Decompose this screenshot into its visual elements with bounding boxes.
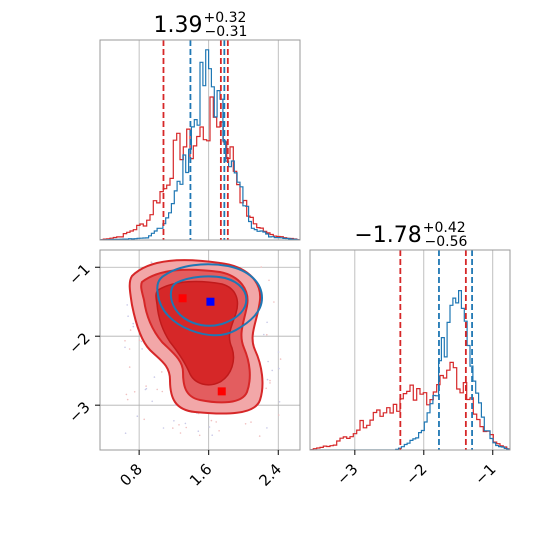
scatter-point bbox=[172, 427, 174, 429]
markers bbox=[178, 294, 226, 396]
scatter-point bbox=[263, 333, 265, 336]
scatter-point bbox=[125, 393, 128, 396]
panel-title: −1.78+0.42 −0.56 bbox=[354, 220, 467, 250]
scatter-point bbox=[173, 420, 175, 422]
scatter-point bbox=[143, 418, 145, 421]
histogram-blue bbox=[100, 49, 300, 240]
scatter-point bbox=[145, 385, 147, 387]
y-tick-label: −3 bbox=[65, 398, 93, 426]
scatter-point bbox=[127, 315, 129, 318]
scatter-point bbox=[198, 434, 201, 437]
y-axis-ticks: −1 −2 −3 bbox=[65, 260, 100, 426]
scatter-point bbox=[197, 430, 200, 433]
x-axis-ticks: 0.8 1.6 2.4 bbox=[116, 450, 285, 490]
scatter-point bbox=[278, 401, 281, 403]
x-tick-label: −2 bbox=[402, 460, 430, 488]
scatter-point bbox=[271, 369, 274, 372]
scatter-point bbox=[141, 348, 143, 350]
scatter-point bbox=[185, 426, 187, 429]
scatter-point bbox=[156, 388, 158, 391]
x-tick-label: 0.8 bbox=[116, 460, 146, 490]
scatter-point bbox=[174, 404, 176, 406]
scatter-point bbox=[277, 414, 280, 416]
panel-bottom-right: −3 −2 −1 −1.78+0.42 −0.56 bbox=[309, 220, 511, 488]
panel-frame bbox=[309, 249, 511, 451]
scatter-point bbox=[268, 279, 270, 282]
scatter-point bbox=[184, 422, 187, 425]
scatter-point bbox=[161, 390, 164, 393]
scatter-point bbox=[215, 421, 217, 423]
scatter-point bbox=[133, 391, 136, 393]
panel-top-left: 1.39+0.32 −0.31 bbox=[99, 10, 301, 241]
x-tick-label: −3 bbox=[333, 460, 361, 488]
scatter-point bbox=[277, 351, 280, 353]
scatter-point bbox=[162, 427, 165, 429]
panel-title: 1.39+0.32 −0.31 bbox=[154, 10, 248, 40]
scatter-point bbox=[211, 434, 213, 437]
grid bbox=[138, 40, 279, 240]
y-tick-label: −2 bbox=[65, 329, 93, 357]
scatter-point bbox=[269, 382, 271, 384]
marker-blue bbox=[206, 297, 215, 306]
x-tick-label: 1.6 bbox=[186, 460, 216, 490]
scatter-point bbox=[279, 358, 282, 360]
quantile-lines bbox=[399, 250, 473, 450]
scatter-point bbox=[218, 430, 220, 432]
scatter-point bbox=[132, 322, 134, 325]
scatter-point bbox=[260, 266, 263, 268]
y-tick-label: −1 bbox=[65, 260, 93, 288]
scatter-point bbox=[244, 423, 247, 425]
scatter-point bbox=[153, 376, 156, 378]
histogram-red bbox=[100, 96, 300, 240]
scatter-point bbox=[124, 340, 126, 342]
scatter-point bbox=[178, 424, 180, 426]
scatter-point bbox=[150, 261, 153, 264]
scatter-point bbox=[266, 378, 269, 381]
scatter-point bbox=[278, 367, 280, 370]
panel-bottom-left: 0.8 1.6 2.4 −1 −2 −3 bbox=[65, 249, 301, 490]
scatter-point bbox=[250, 421, 252, 423]
grid bbox=[354, 250, 494, 450]
scatter-point bbox=[151, 400, 153, 403]
scatter-point bbox=[126, 304, 128, 306]
scatter-point bbox=[266, 333, 268, 336]
x-tick-label: −1 bbox=[471, 460, 499, 488]
scatter-point bbox=[126, 398, 129, 401]
panel-frame bbox=[99, 39, 301, 241]
scatter-point bbox=[136, 415, 139, 418]
scatter-point bbox=[208, 426, 211, 428]
scatter-point bbox=[269, 379, 271, 382]
scatter-point bbox=[145, 387, 148, 390]
contour-blue-outer bbox=[156, 263, 264, 337]
x-axis-ticks: −3 −2 −1 bbox=[333, 450, 500, 488]
scatter-point bbox=[273, 301, 275, 303]
scatter-point bbox=[266, 427, 268, 429]
marker-red bbox=[178, 294, 187, 303]
scatter-point bbox=[258, 435, 261, 437]
scatter-point bbox=[161, 371, 163, 373]
histogram-red bbox=[310, 361, 510, 450]
scatter-point bbox=[138, 339, 141, 342]
x-tick-label: 2.4 bbox=[255, 460, 285, 490]
panel-frame bbox=[99, 249, 301, 451]
scatter-point bbox=[179, 432, 182, 434]
scatter-point bbox=[132, 325, 135, 328]
scatter-point bbox=[210, 419, 213, 422]
scatter-point bbox=[128, 366, 131, 368]
scatter-point bbox=[124, 432, 127, 435]
marker-red bbox=[217, 387, 226, 396]
scatter-point bbox=[140, 340, 143, 343]
quantile-lines bbox=[162, 40, 229, 240]
scatter-point bbox=[124, 346, 126, 349]
histogram-blue bbox=[310, 290, 510, 450]
scatter-point bbox=[128, 348, 131, 350]
contour-blue-inner bbox=[169, 275, 248, 327]
scatter-point bbox=[267, 360, 269, 363]
scatter-point bbox=[265, 387, 268, 390]
scatter-point bbox=[129, 329, 132, 331]
scatter-point bbox=[266, 321, 268, 324]
